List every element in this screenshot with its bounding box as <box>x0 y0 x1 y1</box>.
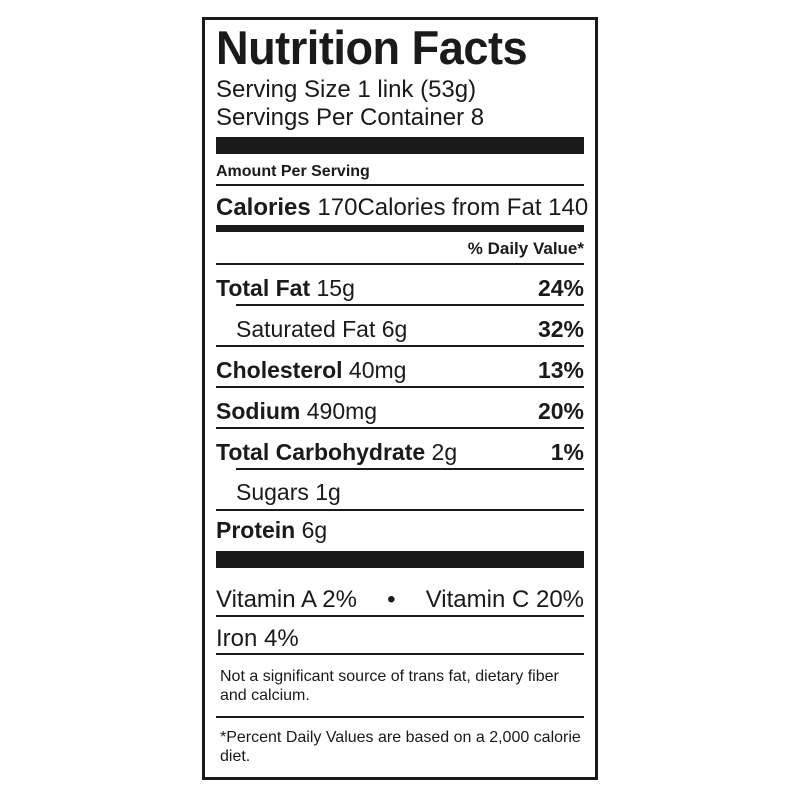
daily-value-footnote: *Percent Daily Values are based on a 2,0… <box>220 729 581 765</box>
divider <box>216 427 584 429</box>
thick-divider <box>216 137 584 154</box>
nutrient-label: Sugars <box>236 478 309 505</box>
iron: Iron 4% <box>216 625 299 652</box>
divider <box>236 304 584 306</box>
thick-divider <box>216 551 584 568</box>
nutrient-label: Total Fat <box>216 274 311 301</box>
iron-row: Iron 4% <box>216 625 584 652</box>
amount-per-serving: Amount Per Serving <box>216 163 370 180</box>
divider <box>216 509 584 511</box>
nutrient-dv: 24% <box>537 274 584 301</box>
serving-size: Serving Size 1 link (53g) <box>216 76 477 103</box>
nutrient-row-total-fat: Total Fat 15g 24% <box>216 275 584 301</box>
nutrient-row-sugars: Sugars 1g <box>236 479 584 505</box>
calories-value: 170 <box>317 194 358 221</box>
nutrient-row-saturated-fat: Saturated Fat 6g 32% <box>236 316 584 342</box>
nutrient-dv: 20% <box>537 397 584 424</box>
nutrient-amount: 6g <box>381 315 408 342</box>
divider <box>216 184 584 186</box>
vitamins-row: Vitamin A 2% • Vitamin C 20% <box>216 586 584 613</box>
nutrient-dv: 13% <box>537 356 584 383</box>
nutrient-amount: 15g <box>316 274 355 301</box>
nutrient-label: Protein <box>216 516 296 543</box>
nutrition-facts-label: Nutrition Facts Serving Size 1 link (53g… <box>202 17 598 780</box>
servings-per-container: Servings Per Container 8 <box>216 104 485 131</box>
nutrient-dv: 32% <box>537 315 584 342</box>
nutrient-row-cholesterol: Cholesterol 40mg 13% <box>216 357 584 383</box>
vitamin-c: Vitamin C 20% <box>425 586 584 613</box>
daily-value-header: % Daily Value* <box>467 239 584 258</box>
calories-row: Calories 170 Calories from Fat 140 <box>216 194 588 221</box>
label-title: Nutrition Facts <box>216 21 528 74</box>
divider <box>216 716 584 718</box>
medium-divider <box>216 225 584 232</box>
divider <box>236 468 584 470</box>
nutrient-amount: 1g <box>315 478 341 505</box>
calories-from-fat: Calories from Fat 140 <box>357 194 589 221</box>
nutrient-row-sodium: Sodium 490mg 20% <box>216 398 584 424</box>
trans-fat-note: Not a significant source of trans fat, d… <box>220 668 559 704</box>
nutrient-label: Total Carbohydrate <box>216 438 426 465</box>
divider <box>216 615 584 617</box>
calories-label: Calories <box>216 194 311 221</box>
nutrient-row-protein: Protein 6g <box>216 517 584 543</box>
nutrient-label: Cholesterol <box>216 356 343 383</box>
vitamin-a: Vitamin A 2% <box>216 586 357 613</box>
nutrient-amount: 490mg <box>306 397 378 424</box>
divider <box>216 653 584 655</box>
divider <box>216 263 584 265</box>
nutrient-row-total-carbohydrate: Total Carbohydrate 2g 1% <box>216 439 584 465</box>
bullet-separator: • <box>387 586 396 613</box>
nutrient-amount: 40mg <box>348 356 407 383</box>
nutrient-label: Saturated Fat <box>236 315 376 342</box>
divider <box>216 386 584 388</box>
nutrient-amount: 6g <box>301 516 328 543</box>
nutrient-amount: 2g <box>431 438 458 465</box>
nutrient-label: Sodium <box>216 397 301 424</box>
divider <box>216 345 584 347</box>
nutrient-dv: 1% <box>550 438 584 465</box>
